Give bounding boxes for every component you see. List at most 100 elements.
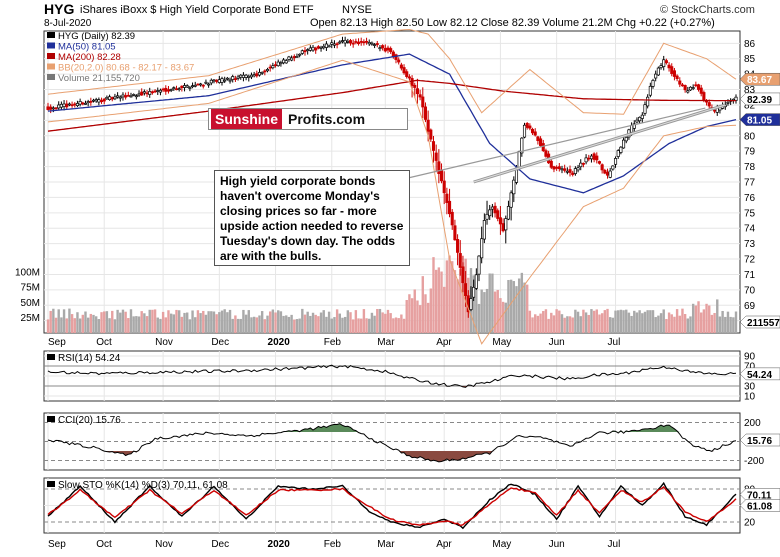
volume-bar xyxy=(180,316,184,333)
rsi-tick-label: 90 xyxy=(744,352,756,363)
volume-bar xyxy=(659,313,663,333)
volume-bar xyxy=(472,275,475,333)
candle-body xyxy=(501,223,505,232)
volume-bar xyxy=(699,312,703,333)
volume-bar xyxy=(266,315,269,333)
candle-body xyxy=(182,85,187,88)
volume-bar xyxy=(84,311,87,333)
candle-body xyxy=(99,100,104,103)
candle-body xyxy=(257,72,262,76)
candle-body xyxy=(555,167,559,169)
candle-body xyxy=(448,200,452,215)
volume-bar xyxy=(686,318,690,333)
volume-bar xyxy=(223,309,226,333)
candle-body xyxy=(365,40,369,43)
volume-bar xyxy=(73,318,76,333)
candle-body xyxy=(680,84,685,87)
volume-bar xyxy=(716,299,719,333)
volume-bar xyxy=(657,315,660,333)
volume-bar xyxy=(448,255,451,333)
candle-body xyxy=(643,104,647,114)
volume-bar xyxy=(539,313,542,333)
volume-bar xyxy=(156,317,159,333)
candle-body xyxy=(279,62,283,65)
candle-body xyxy=(169,89,173,91)
logo-part1: Sunshine xyxy=(211,109,283,129)
candle-body xyxy=(536,136,540,142)
volume-bar xyxy=(234,315,237,333)
candle-body xyxy=(129,95,133,98)
candle-body xyxy=(391,51,395,57)
sto-badge-1-shape xyxy=(739,499,780,512)
candle-body xyxy=(356,41,361,45)
candle-body xyxy=(648,85,652,96)
volume-bar xyxy=(215,314,218,333)
candle-body xyxy=(223,79,227,82)
candle-body xyxy=(386,47,390,51)
candle-body xyxy=(137,93,141,96)
candle-body xyxy=(244,74,248,78)
volume-bar xyxy=(416,300,419,333)
candle-body xyxy=(351,42,355,45)
candle-body xyxy=(573,168,577,174)
price-tick-label: 70 xyxy=(744,285,756,296)
bottom-month-label: May xyxy=(492,539,511,550)
price-tick-label: 69 xyxy=(744,301,756,312)
volume-bar xyxy=(311,312,315,333)
volume-bar xyxy=(183,312,186,333)
volume-bar xyxy=(429,288,433,333)
candle-body xyxy=(426,119,430,132)
volume-bar xyxy=(236,318,240,333)
volume-bar xyxy=(603,310,607,333)
legend-swatch xyxy=(47,63,55,70)
candle-body xyxy=(215,79,219,82)
volume-bar xyxy=(322,310,325,333)
volume-bar xyxy=(477,303,481,333)
volume-bar xyxy=(274,312,277,333)
candle-body xyxy=(180,85,184,89)
volume-bar xyxy=(137,316,141,333)
candle-body xyxy=(654,73,658,79)
candle-body xyxy=(726,101,730,104)
rsi-tick-label: 10 xyxy=(744,392,756,403)
volume-bar xyxy=(242,309,245,333)
candle-body xyxy=(282,59,286,64)
candle-body xyxy=(330,42,334,45)
candle-body xyxy=(97,99,101,103)
volume-bar xyxy=(135,316,138,333)
candle-body xyxy=(605,171,610,176)
candle-body xyxy=(611,165,615,170)
candle-body xyxy=(284,60,288,64)
candle-body xyxy=(314,47,318,51)
volume-bar xyxy=(560,314,564,333)
candle-body xyxy=(413,84,417,88)
month-label: Oct xyxy=(96,337,112,348)
volume-bar xyxy=(528,310,532,333)
cci-tick-label: -200 xyxy=(744,456,764,467)
volume-bar xyxy=(188,319,192,333)
candle-body xyxy=(517,151,521,169)
candle-body xyxy=(407,76,411,79)
volume-bar xyxy=(493,291,497,333)
candle-body xyxy=(201,84,205,87)
volume-bar xyxy=(250,317,253,333)
month-label: Dec xyxy=(211,337,229,348)
legend-swatch xyxy=(47,74,55,80)
candle-body xyxy=(707,102,711,107)
bottom-month-label: Jun xyxy=(549,539,565,550)
volume-bar xyxy=(713,313,716,333)
volume-bar xyxy=(218,312,221,333)
volume-bar xyxy=(357,318,360,333)
month-label: Jul xyxy=(608,337,621,348)
volume-bar xyxy=(488,273,491,333)
candle-body xyxy=(490,206,494,210)
volume-bar xyxy=(451,261,454,333)
candle-body xyxy=(164,87,168,92)
volume-bar xyxy=(335,309,339,333)
candle-body xyxy=(568,169,572,173)
candle-body xyxy=(461,266,465,284)
sto-tick-label: 20 xyxy=(744,518,756,529)
volume-bar xyxy=(641,313,644,333)
volume-bar xyxy=(143,313,146,333)
volume-bar xyxy=(424,294,427,333)
